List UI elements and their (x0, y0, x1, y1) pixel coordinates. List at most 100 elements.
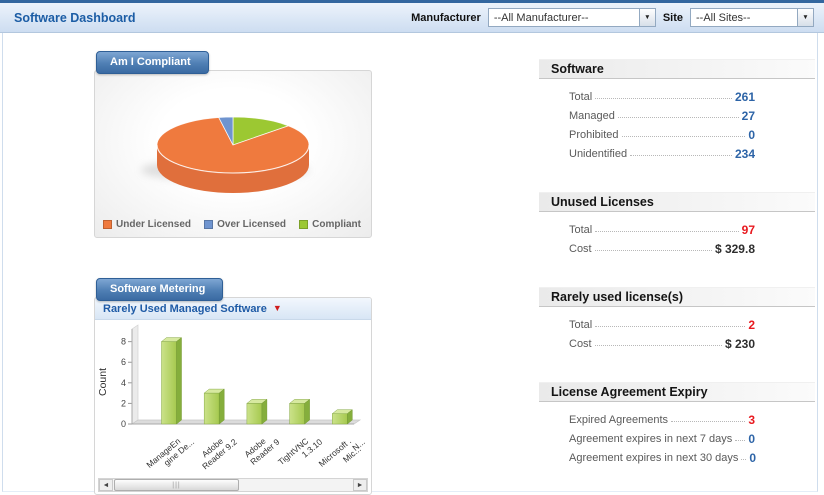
dotted-leader (671, 421, 746, 422)
stat-row: Agreement expires in next 30 days 0 (569, 447, 757, 466)
compliance-panel: Am I Compliant Under Licensed Over Licens… (94, 51, 372, 238)
legend-label: Compliant (312, 219, 361, 230)
manufacturer-dropdown[interactable]: --All Manufacturer-- ▼ (487, 8, 656, 27)
chart-scrollbar[interactable]: ◄ ||| ► (98, 478, 368, 492)
stat-row: Total 97 (569, 219, 755, 238)
stat-label: Agreement expires in next 30 days (569, 452, 739, 464)
stat-value: 27 (741, 109, 755, 123)
stats-section: License Agreement Expiry Expired Agreeme… (539, 382, 815, 466)
scrollbar-thumb[interactable]: ||| (114, 479, 239, 491)
stat-value: 0 (748, 432, 755, 446)
stat-row: Cost $ 329.8 (569, 238, 755, 257)
stats-column: Software Total 261 Managed 27 Prohibited 0 Uni… (539, 59, 815, 495)
dropdown-triangle-icon[interactable]: ▼ (272, 303, 282, 313)
stats-section: Unused Licenses Total 97 Cost $ 329.8 (539, 192, 815, 257)
stat-row: Prohibited 0 (569, 124, 755, 143)
stat-label: Total (569, 224, 593, 236)
stat-label: Cost (569, 338, 592, 350)
stats-section: Software Total 261 Managed 27 Prohibited 0 Uni… (539, 59, 815, 162)
charts-column: Am I Compliant Under Licensed Over Licens… (94, 51, 372, 495)
dotted-leader (595, 326, 746, 327)
dropdown-arrow-icon[interactable]: ▼ (638, 9, 655, 26)
section-title: Rarely used license(s) (539, 287, 815, 307)
manufacturer-dropdown-value: --All Manufacturer-- (493, 11, 589, 24)
pie-legend: Under Licensed Over Licensed Compliant (103, 219, 361, 230)
section-rows: Total 261 Managed 27 Prohibited 0 Unidentified… (539, 79, 815, 162)
stat-label: Expired Agreements (569, 414, 669, 426)
stat-row: Unidentified 234 (569, 143, 755, 162)
legend-swatch-icon (204, 220, 214, 229)
stat-value: 0 (748, 128, 755, 142)
stat-label: Agreement expires in next 7 days (569, 433, 733, 445)
stat-value: $ 329.8 (714, 242, 755, 256)
page-title: Software Dashboard (14, 10, 136, 25)
svg-text:ManageEngine De...: ManageEngine De... (144, 429, 196, 477)
legend-item: Compliant (299, 219, 361, 230)
legend-item: Over Licensed (204, 219, 286, 230)
site-dropdown-value: --All Sites-- (696, 11, 751, 24)
dotted-leader (617, 117, 739, 118)
scroll-left-icon[interactable]: ◄ (99, 479, 113, 491)
section-rows: Expired Agreements 3 Agreement expires in … (539, 402, 815, 466)
compliance-panel-body: Under Licensed Over Licensed Compliant (94, 70, 372, 238)
stat-value: 0 (749, 451, 757, 465)
dotted-leader (594, 250, 712, 251)
dotted-leader (594, 345, 722, 346)
legend-label: Over Licensed (217, 219, 287, 230)
stat-row: Total 2 (569, 314, 755, 333)
stat-row: Cost $ 230 (569, 333, 755, 352)
stat-label: Cost (569, 243, 592, 255)
svg-text:Count: Count (97, 368, 109, 396)
dotted-leader (735, 440, 746, 441)
dotted-leader (741, 459, 747, 460)
dotted-leader (595, 231, 739, 232)
dropdown-arrow-icon[interactable]: ▼ (797, 9, 813, 26)
stat-value: 3 (748, 413, 755, 427)
dashboard-content: Am I Compliant Under Licensed Over Licens… (2, 33, 818, 495)
legend-swatch-icon (103, 220, 112, 229)
legend-swatch-icon (299, 220, 309, 229)
stat-row: Agreement expires in next 7 days 0 (569, 428, 755, 447)
metering-panel: Software Metering Rarely Used Managed So… (94, 278, 372, 495)
stat-label: Total (569, 91, 593, 103)
stat-value: $ 230 (724, 337, 755, 351)
metering-panel-tab: Software Metering (96, 278, 224, 301)
section-title: Unused Licenses (539, 192, 815, 212)
stat-label: Prohibited (569, 129, 619, 141)
dotted-leader (595, 98, 732, 99)
top-header-bar: Software Dashboard Manufacturer --All Ma… (0, 0, 824, 33)
svg-text:TightVNC1.3.10: TightVNC1.3.10 (276, 429, 324, 474)
metering-subtitle-label: Rarely Used Managed Software (103, 302, 267, 315)
stat-label: Total (569, 319, 593, 331)
svg-text:AdobeReader 9.2: AdobeReader 9.2 (194, 429, 239, 471)
stat-row: Total 261 (569, 86, 755, 105)
svg-text:4: 4 (121, 378, 126, 388)
metering-subtitle-selector[interactable]: Rarely Used Managed Software ▼ (95, 298, 371, 320)
site-label: Site (662, 11, 683, 24)
legend-item: Under Licensed (103, 219, 191, 230)
svg-text:AdobeReader 9: AdobeReader 9 (242, 429, 282, 467)
metering-panel-body: Rarely Used Managed Software ▼ 0 2 4 6 8 Coun… (94, 297, 372, 495)
section-title: License Agreement Expiry (539, 382, 815, 402)
svg-text:0: 0 (121, 419, 126, 429)
svg-text:8: 8 (121, 337, 126, 347)
dotted-leader (630, 155, 732, 156)
stat-label: Unidentified (569, 148, 628, 160)
stat-row: Expired Agreements 3 (569, 409, 755, 428)
scrollbar-track[interactable]: ||| (113, 479, 353, 491)
compliance-panel-tab: Am I Compliant (96, 51, 209, 74)
site-dropdown[interactable]: --All Sites-- ▼ (690, 8, 814, 27)
compliance-pie-chart (141, 116, 310, 193)
scroll-right-icon[interactable]: ► (353, 479, 367, 491)
manufacturer-label: Manufacturer (411, 11, 481, 24)
svg-text:2: 2 (121, 398, 126, 408)
stat-value: 261 (734, 90, 755, 104)
stat-row: Managed 27 (569, 105, 755, 124)
dotted-leader (621, 136, 746, 137)
section-title: Software (539, 59, 815, 79)
stat-label: Managed (569, 110, 615, 122)
stat-value: 2 (748, 318, 755, 332)
svg-text:6: 6 (121, 357, 126, 367)
filter-bar: Manufacturer --All Manufacturer-- ▼ Site… (411, 8, 814, 27)
